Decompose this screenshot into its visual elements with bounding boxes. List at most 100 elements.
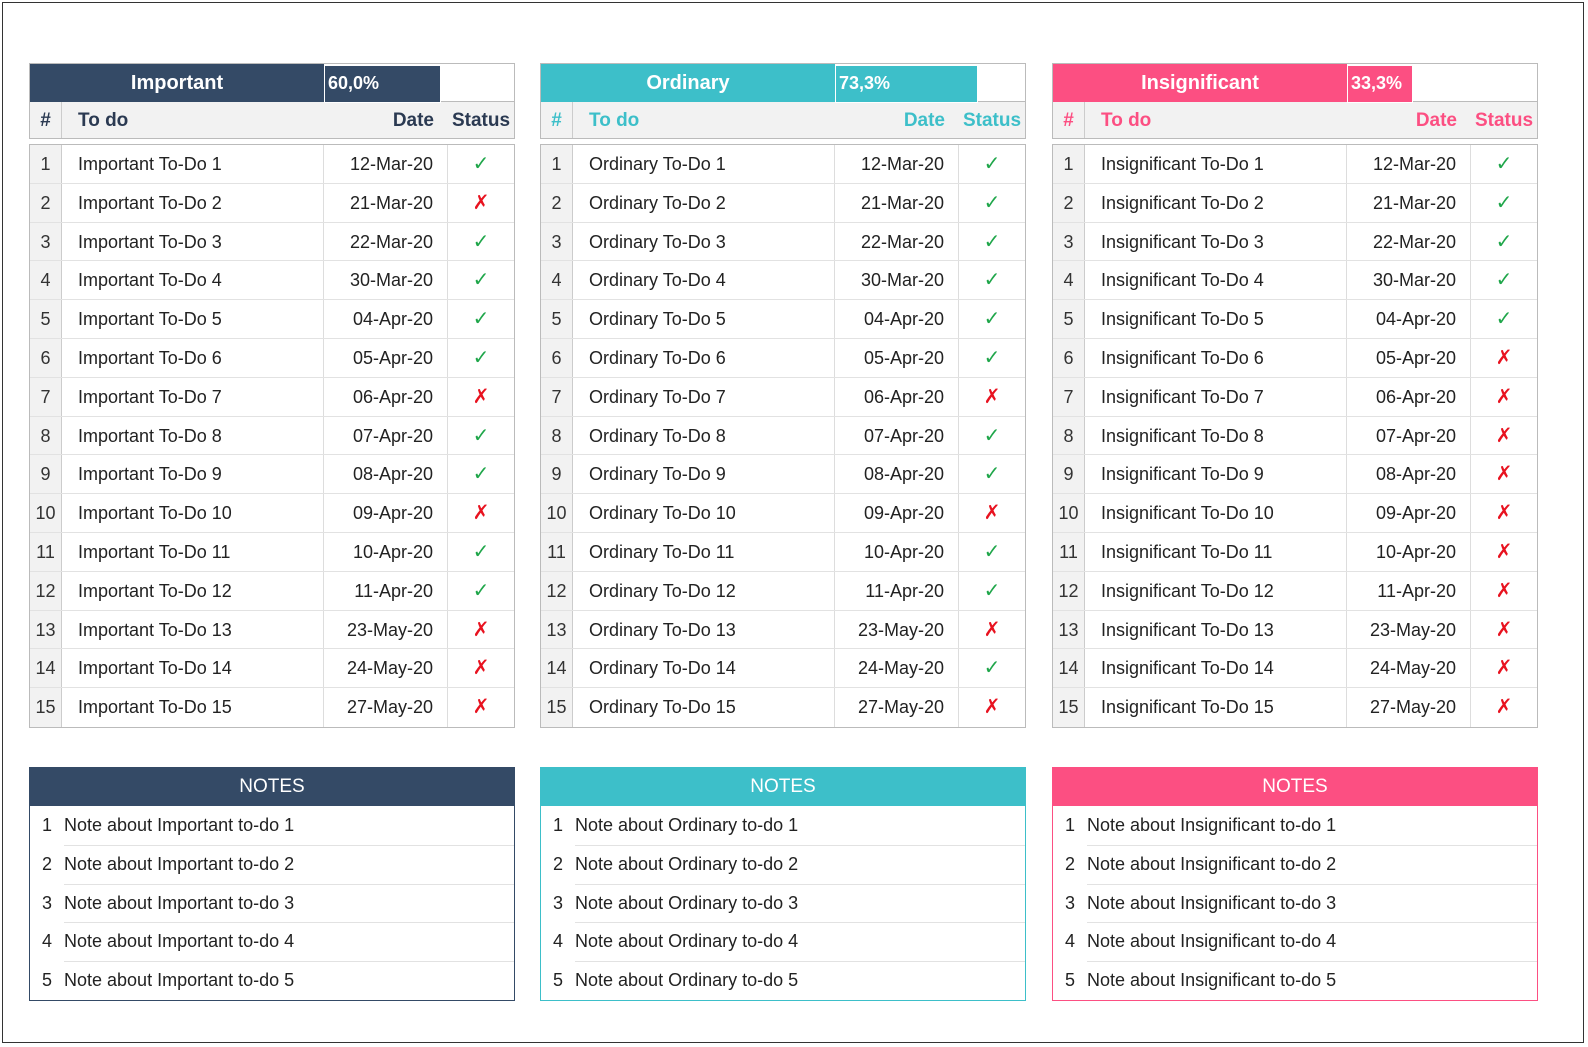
column-header-num[interactable]: #	[1053, 102, 1085, 138]
check-icon[interactable]: ✓	[472, 424, 490, 447]
table-row[interactable]: 11 Insignificant To-Do 11 10-Apr-20 ✗	[1053, 532, 1537, 572]
cross-icon[interactable]: ✗	[1495, 502, 1513, 525]
todo-text[interactable]: Important To-Do 13	[62, 610, 324, 649]
todo-text[interactable]: Important To-Do 4	[62, 261, 324, 300]
cross-icon[interactable]: ✗	[1495, 346, 1513, 369]
table-row[interactable]: 13 Insignificant To-Do 13 23-May-20 ✗	[1053, 610, 1537, 650]
todo-text[interactable]: Important To-Do 8	[62, 416, 324, 455]
note-text[interactable]: Note about Ordinary to-do 3	[575, 884, 1025, 924]
todo-date[interactable]: 27-May-20	[1347, 688, 1471, 727]
todo-date[interactable]: 05-Apr-20	[835, 338, 959, 377]
column-header-date[interactable]: Date	[1415, 110, 1457, 131]
note-text[interactable]: Note about Insignificant to-do 2	[1087, 845, 1537, 885]
todo-text[interactable]: Insignificant To-Do 14	[1085, 649, 1347, 688]
todo-date[interactable]: 12-Mar-20	[1347, 145, 1471, 183]
todo-text[interactable]: Ordinary To-Do 4	[573, 261, 835, 300]
column-header-status[interactable]: Status	[451, 110, 511, 131]
column-header-status[interactable]: Status	[962, 110, 1022, 131]
todo-text[interactable]: Insignificant To-Do 8	[1085, 416, 1347, 455]
check-icon[interactable]: ✓	[472, 308, 490, 331]
todo-text[interactable]: Ordinary To-Do 15	[573, 688, 835, 727]
note-text[interactable]: Note about Ordinary to-do 4	[575, 922, 1025, 963]
table-row[interactable]: 5 Ordinary To-Do 5 04-Apr-20 ✓	[541, 300, 1025, 339]
todo-date[interactable]: 08-Apr-20	[324, 455, 448, 494]
cross-icon[interactable]: ✗	[1495, 579, 1513, 602]
table-row[interactable]: 10 Ordinary To-Do 10 09-Apr-20 ✗	[541, 494, 1025, 533]
column-header-num[interactable]: #	[30, 102, 62, 138]
check-icon[interactable]: ✓	[1495, 191, 1513, 214]
check-icon[interactable]: ✓	[983, 540, 1001, 563]
note-item[interactable]: 5 Note about Ordinary to-do 5	[541, 961, 1025, 1000]
todo-date[interactable]: 21-Mar-20	[835, 183, 959, 222]
cross-icon[interactable]: ✗	[983, 502, 1001, 525]
table-row[interactable]: 7 Ordinary To-Do 7 06-Apr-20 ✗	[541, 377, 1025, 417]
todo-date[interactable]: 27-May-20	[324, 688, 448, 727]
todo-text[interactable]: Important To-Do 1	[62, 145, 324, 183]
cross-icon[interactable]: ✗	[472, 696, 490, 719]
table-row[interactable]: 4 Insignificant To-Do 4 30-Mar-20 ✓	[1053, 261, 1537, 301]
todo-date[interactable]: 05-Apr-20	[324, 338, 448, 377]
todo-text[interactable]: Important To-Do 5	[62, 300, 324, 338]
table-row[interactable]: 1 Important To-Do 1 12-Mar-20 ✓	[30, 145, 514, 184]
todo-text[interactable]: Insignificant To-Do 1	[1085, 145, 1347, 183]
todo-text[interactable]: Insignificant To-Do 9	[1085, 455, 1347, 494]
check-icon[interactable]: ✓	[983, 346, 1001, 369]
todo-date[interactable]: 21-Mar-20	[1347, 183, 1471, 222]
todo-text[interactable]: Ordinary To-Do 1	[573, 145, 835, 183]
table-row[interactable]: 5 Insignificant To-Do 5 04-Apr-20 ✓	[1053, 300, 1537, 339]
todo-date[interactable]: 11-Apr-20	[324, 571, 448, 610]
note-text[interactable]: Note about Ordinary to-do 2	[575, 845, 1025, 885]
table-row[interactable]: 15 Insignificant To-Do 15 27-May-20 ✗	[1053, 688, 1537, 727]
table-row[interactable]: 12 Important To-Do 12 11-Apr-20 ✓	[30, 571, 514, 611]
todo-date[interactable]: 24-May-20	[324, 649, 448, 688]
check-icon[interactable]: ✓	[983, 230, 1001, 253]
todo-date[interactable]: 23-May-20	[1347, 610, 1471, 649]
todo-text[interactable]: Insignificant To-Do 15	[1085, 688, 1347, 727]
cross-icon[interactable]: ✗	[472, 385, 490, 408]
note-item[interactable]: 4 Note about Insignificant to-do 4	[1053, 922, 1537, 963]
cross-icon[interactable]: ✗	[1495, 463, 1513, 486]
cross-icon[interactable]: ✗	[983, 696, 1001, 719]
table-row[interactable]: 6 Important To-Do 6 05-Apr-20 ✓	[30, 338, 514, 378]
table-row[interactable]: 3 Important To-Do 3 22-Mar-20 ✓	[30, 222, 514, 262]
todo-text[interactable]: Important To-Do 6	[62, 338, 324, 377]
check-icon[interactable]: ✓	[472, 269, 490, 292]
table-row[interactable]: 1 Insignificant To-Do 1 12-Mar-20 ✓	[1053, 145, 1537, 184]
check-icon[interactable]: ✓	[983, 308, 1001, 331]
note-item[interactable]: 3 Note about Insignificant to-do 3	[1053, 884, 1537, 924]
check-icon[interactable]: ✓	[472, 579, 490, 602]
cross-icon[interactable]: ✗	[1495, 424, 1513, 447]
todo-text[interactable]: Ordinary To-Do 10	[573, 494, 835, 532]
column-header-todo[interactable]: To do	[78, 110, 129, 131]
cross-icon[interactable]: ✗	[472, 657, 490, 680]
check-icon[interactable]: ✓	[472, 230, 490, 253]
column-header-todo[interactable]: To do	[589, 110, 640, 131]
cross-icon[interactable]: ✗	[983, 385, 1001, 408]
todo-text[interactable]: Ordinary To-Do 3	[573, 222, 835, 261]
todo-date[interactable]: 10-Apr-20	[1347, 532, 1471, 571]
todo-date[interactable]: 24-May-20	[1347, 649, 1471, 688]
table-row[interactable]: 7 Important To-Do 7 06-Apr-20 ✗	[30, 377, 514, 417]
todo-text[interactable]: Ordinary To-Do 12	[573, 571, 835, 610]
table-row[interactable]: 11 Ordinary To-Do 11 10-Apr-20 ✓	[541, 532, 1025, 572]
table-row[interactable]: 14 Insignificant To-Do 14 24-May-20 ✗	[1053, 649, 1537, 689]
table-row[interactable]: 8 Ordinary To-Do 8 07-Apr-20 ✓	[541, 416, 1025, 456]
todo-date[interactable]: 06-Apr-20	[324, 377, 448, 416]
todo-text[interactable]: Ordinary To-Do 5	[573, 300, 835, 338]
check-icon[interactable]: ✓	[472, 463, 490, 486]
note-item[interactable]: 1 Note about Important to-do 1	[30, 806, 514, 846]
check-icon[interactable]: ✓	[983, 463, 1001, 486]
cross-icon[interactable]: ✗	[472, 191, 490, 214]
table-row[interactable]: 8 Important To-Do 8 07-Apr-20 ✓	[30, 416, 514, 456]
column-header-date[interactable]: Date	[903, 110, 945, 131]
cross-icon[interactable]: ✗	[1495, 540, 1513, 563]
check-icon[interactable]: ✓	[472, 540, 490, 563]
note-item[interactable]: 4 Note about Important to-do 4	[30, 922, 514, 963]
todo-date[interactable]: 12-Mar-20	[835, 145, 959, 183]
note-item[interactable]: 4 Note about Ordinary to-do 4	[541, 922, 1025, 963]
todo-date[interactable]: 23-May-20	[835, 610, 959, 649]
note-item[interactable]: 2 Note about Ordinary to-do 2	[541, 845, 1025, 885]
table-row[interactable]: 11 Important To-Do 11 10-Apr-20 ✓	[30, 532, 514, 572]
column-header-status[interactable]: Status	[1474, 110, 1534, 131]
todo-date[interactable]: 07-Apr-20	[324, 416, 448, 455]
